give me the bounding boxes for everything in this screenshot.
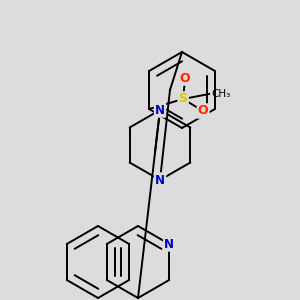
Text: S: S: [178, 92, 188, 106]
Text: O: O: [198, 104, 208, 118]
Text: N: N: [155, 103, 165, 116]
Text: O: O: [180, 71, 190, 85]
Text: N: N: [155, 173, 165, 187]
Text: CH₃: CH₃: [211, 89, 230, 99]
Text: N: N: [164, 238, 174, 250]
